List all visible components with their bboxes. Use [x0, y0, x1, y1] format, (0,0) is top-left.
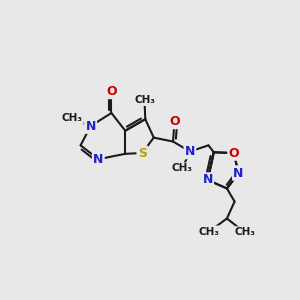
Text: N: N: [85, 120, 96, 133]
Text: CH₃: CH₃: [172, 164, 193, 173]
Text: CH₃: CH₃: [199, 226, 220, 237]
Text: O: O: [229, 146, 239, 160]
Text: CH₃: CH₃: [234, 227, 255, 237]
Text: N: N: [93, 153, 104, 166]
Text: N: N: [185, 145, 195, 158]
Text: O: O: [106, 85, 117, 98]
Text: CH₃: CH₃: [61, 113, 82, 123]
Text: O: O: [169, 115, 180, 128]
Text: CH₃: CH₃: [134, 95, 155, 105]
Text: N: N: [233, 167, 244, 180]
Text: S: S: [138, 146, 147, 160]
Text: N: N: [202, 173, 213, 187]
